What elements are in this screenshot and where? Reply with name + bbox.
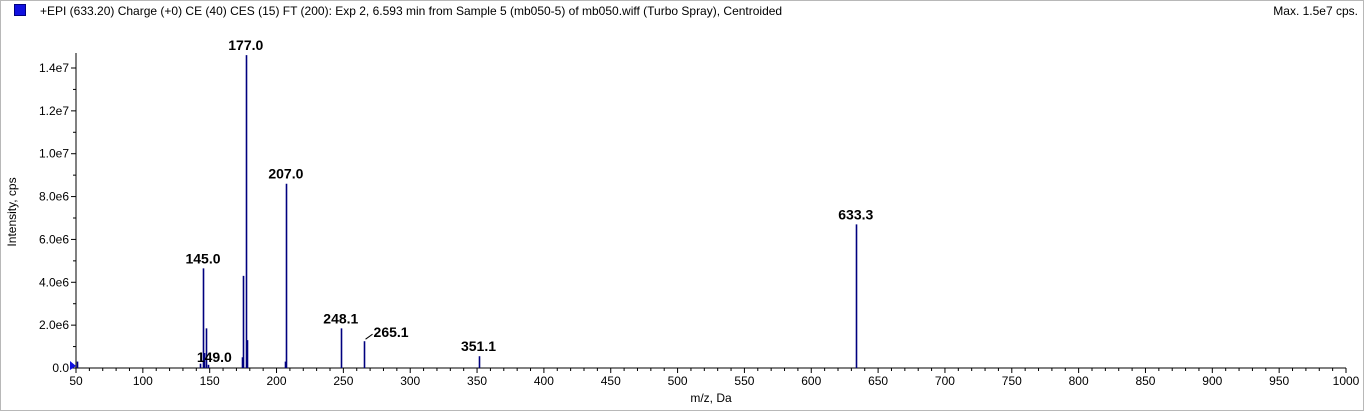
series-marker-icon — [14, 4, 26, 16]
peak-label: 265.1 — [374, 324, 409, 340]
x-tick-label: 650 — [868, 374, 888, 388]
peak-label: 248.1 — [323, 310, 358, 326]
y-tick-label: 0.0 — [52, 361, 69, 375]
x-tick-label: 450 — [601, 374, 621, 388]
spectrum-title: +EPI (633.20) Charge (+0) CE (40) CES (1… — [40, 4, 783, 18]
y-tick-label: 1.0e7 — [39, 147, 69, 161]
x-tick-label: 150 — [200, 374, 220, 388]
x-tick-label: 900 — [1202, 374, 1222, 388]
peak-label: 149.0 — [197, 349, 232, 365]
x-tick-label: 950 — [1269, 374, 1289, 388]
y-tick-label: 8.0e6 — [39, 190, 69, 204]
x-tick-label: 100 — [133, 374, 153, 388]
y-axis-title: Intensity, cps — [5, 177, 19, 246]
x-tick-label: 800 — [1069, 374, 1089, 388]
x-tick-label: 200 — [267, 374, 287, 388]
x-tick-label: 850 — [1135, 374, 1155, 388]
peak-label: 633.3 — [838, 206, 873, 222]
x-axis-title: m/z, Da — [690, 391, 732, 405]
x-tick-label: 1000 — [1333, 374, 1360, 388]
x-tick-label: 550 — [734, 374, 754, 388]
axes: 50 100 150 200 250 300 350 400 450 500 550 600 650 70… — [39, 53, 1360, 388]
x-tick-label: 750 — [1002, 374, 1022, 388]
origin-marker-icon — [70, 361, 76, 370]
peak-labels: 145.0 149.0 177.0 207.0 248.1 265.1 351.1 633.3 — [185, 37, 873, 365]
peaks — [76, 55, 858, 368]
peak-label: 351.1 — [461, 338, 496, 354]
x-tick-label: 250 — [333, 374, 353, 388]
x-tick-label: 400 — [534, 374, 554, 388]
y-tick-label: 1.4e7 — [39, 61, 69, 75]
y-tick-label: 1.2e7 — [39, 104, 69, 118]
x-tick-label: 50 — [69, 374, 83, 388]
x-tick-label: 500 — [668, 374, 688, 388]
max-intensity-label: Max. 1.5e7 cps. — [1273, 4, 1358, 18]
x-tick-label: 600 — [801, 374, 821, 388]
x-tick-label: 350 — [467, 374, 487, 388]
x-tick-label: 300 — [400, 374, 420, 388]
x-tick-label: 700 — [935, 374, 955, 388]
y-tick-label: 6.0e6 — [39, 232, 69, 246]
peak-label-leader — [365, 333, 373, 340]
y-tick-label: 2.0e6 — [39, 318, 69, 332]
peak-label: 145.0 — [185, 250, 220, 266]
y-tick-label: 4.0e6 — [39, 275, 69, 289]
peak-label: 177.0 — [228, 37, 263, 53]
peak-label: 207.0 — [268, 166, 303, 182]
